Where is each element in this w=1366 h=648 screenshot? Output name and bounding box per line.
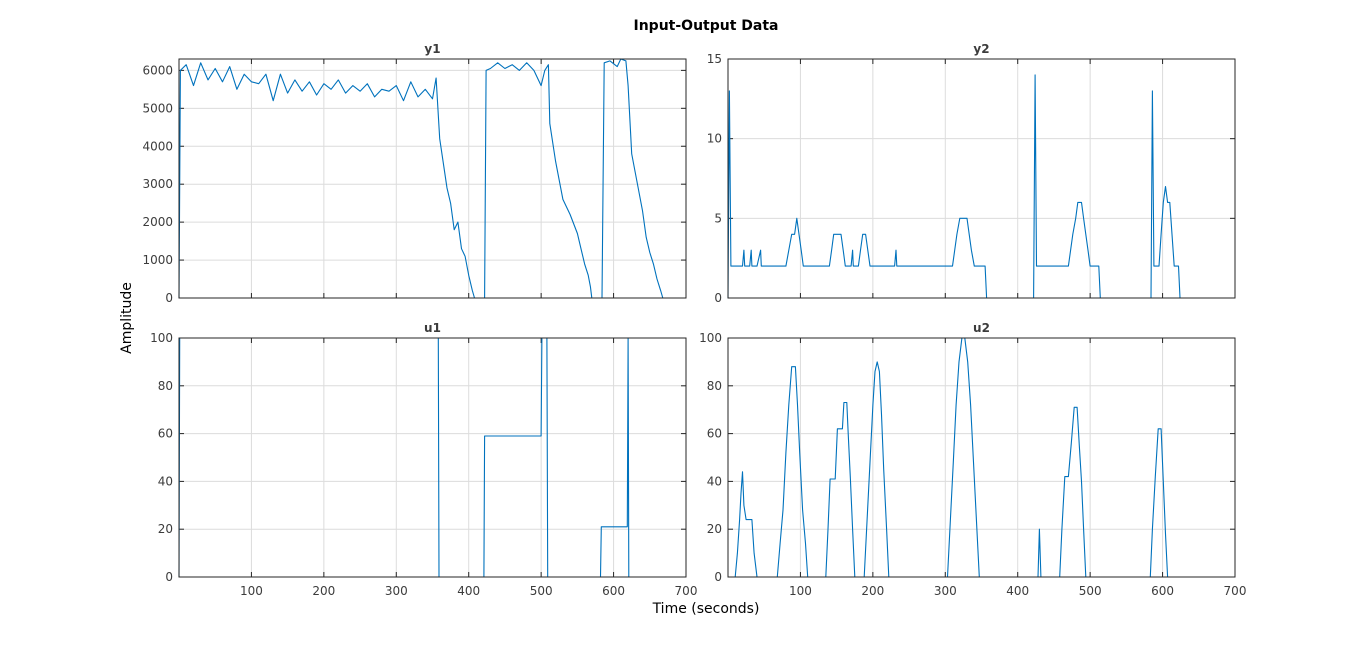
x-tick-label: 700 (1224, 584, 1247, 598)
subplot-u1: 100 200 300 400 500 600 700 0 20 40 60 80 100 u1 (150, 321, 697, 598)
series-line-y1 (178, 58, 672, 299)
y-tick-label: 100 (150, 331, 173, 345)
x-tick-label: 400 (1006, 584, 1029, 598)
x-tick-label: 100 (789, 584, 812, 598)
x-tick-label: 600 (1151, 584, 1174, 598)
y-tick-label: 0 (165, 291, 173, 305)
axes-box (727, 337, 1236, 578)
y-tick-label: 1000 (142, 253, 173, 267)
y-tick-label: 40 (707, 474, 722, 488)
y-tick-label: 3000 (142, 177, 173, 191)
series-line-y2 (727, 74, 1221, 299)
y-tick-label: 5000 (142, 101, 173, 115)
plot-area (728, 338, 1235, 577)
y-tick-label: 80 (707, 379, 722, 393)
y-tick-label: 20 (707, 522, 722, 536)
subplot-u2: 100 200 300 400 500 600 700 0 20 40 60 80 100 u2 (699, 321, 1246, 598)
subplot-title: y2 (973, 42, 989, 56)
y-tick-label: 10 (707, 132, 722, 146)
y-tick-label: 5 (714, 211, 722, 225)
subplot-title: y1 (424, 42, 440, 56)
subplot-y2: 0 5 10 15 y2 (707, 42, 1236, 305)
y-tick-label: 0 (165, 570, 173, 584)
y-tick-label: 40 (158, 474, 173, 488)
y-tick-label: 6000 (142, 63, 173, 77)
y-axis-label: Amplitude (119, 282, 135, 354)
subplot-title: u1 (424, 321, 441, 335)
y-tick-label: 20 (158, 522, 173, 536)
plot-area (179, 59, 686, 298)
axes-box (727, 58, 1236, 299)
y-tick-label: 60 (707, 427, 722, 441)
x-tick-label: 200 (312, 584, 335, 598)
x-tick-label: 300 (385, 584, 408, 598)
y-tick-label: 80 (158, 379, 173, 393)
figure-title: Input-Output Data (634, 18, 779, 34)
plot-area (179, 338, 686, 577)
x-tick-label: 500 (1079, 584, 1102, 598)
x-tick-label: 200 (861, 584, 884, 598)
subplot-y1: 0 1000 2000 3000 4000 5000 6000 y1 (142, 42, 687, 305)
x-tick-label: 400 (457, 584, 480, 598)
y-tick-label: 100 (699, 331, 722, 345)
plot-area (728, 59, 1235, 298)
x-tick-label: 100 (240, 584, 263, 598)
x-axis-label: Time (seconds) (652, 601, 760, 617)
y-tick-label: 0 (714, 291, 722, 305)
y-tick-label: 4000 (142, 139, 173, 153)
x-tick-label: 500 (530, 584, 553, 598)
x-tick-label: 700 (675, 584, 698, 598)
y-tick-label: 60 (158, 427, 173, 441)
y-tick-label: 15 (707, 52, 722, 66)
x-tick-label: 600 (602, 584, 625, 598)
axes-box (178, 58, 687, 299)
subplot-title: u2 (973, 321, 990, 335)
series-line-u2 (728, 337, 1221, 578)
x-tick-label: 300 (934, 584, 957, 598)
axes-box (178, 337, 687, 578)
y-tick-label: 2000 (142, 215, 173, 229)
y-tick-label: 0 (714, 570, 722, 584)
